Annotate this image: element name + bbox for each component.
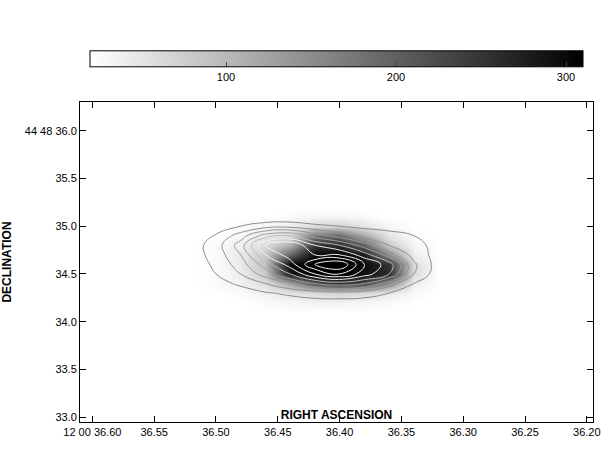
svg-text:36.55: 36.55: [140, 426, 168, 438]
svg-text:44 48 36.0: 44 48 36.0: [25, 125, 77, 137]
svg-text:35.5: 35.5: [55, 172, 76, 184]
svg-text:36.50: 36.50: [202, 426, 230, 438]
svg-text:RIGHT ASCENSION: RIGHT ASCENSION: [281, 408, 393, 422]
svg-text:300: 300: [557, 71, 575, 83]
svg-text:34.0: 34.0: [55, 316, 76, 328]
svg-text:36.45: 36.45: [264, 426, 292, 438]
svg-text:36.40: 36.40: [326, 426, 354, 438]
svg-text:33.5: 33.5: [55, 363, 76, 375]
svg-text:36.30: 36.30: [449, 426, 477, 438]
svg-text:36.25: 36.25: [511, 426, 539, 438]
svg-text:200: 200: [387, 71, 405, 83]
svg-text:36.35: 36.35: [388, 426, 416, 438]
svg-text:35.0: 35.0: [55, 220, 76, 232]
svg-text:100: 100: [217, 71, 235, 83]
svg-text:12 00 36.60: 12 00 36.60: [63, 426, 121, 438]
svg-text:DECLINATION: DECLINATION: [0, 221, 14, 302]
svg-text:36.20: 36.20: [573, 426, 601, 438]
svg-text:34.5: 34.5: [55, 268, 76, 280]
svg-text:33.0: 33.0: [55, 411, 76, 423]
